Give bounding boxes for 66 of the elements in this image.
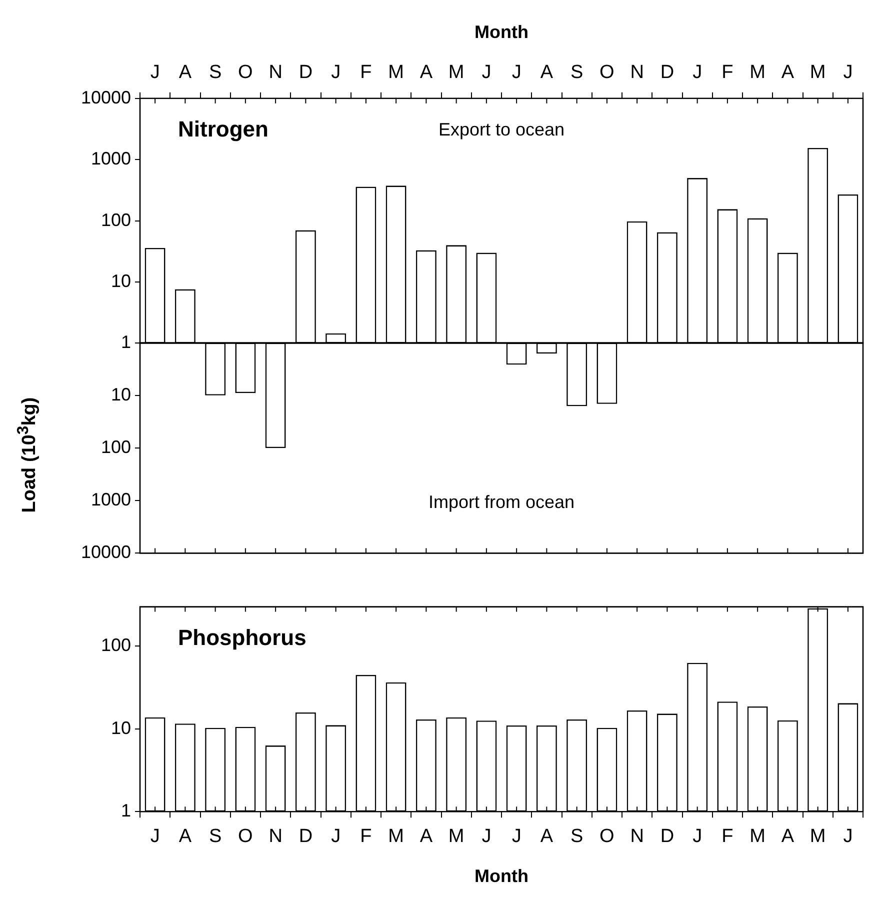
x-tick-label: D <box>660 826 674 848</box>
y-tick-label: 1 <box>120 800 131 821</box>
x-tick-label: J <box>150 62 160 84</box>
x-tick-label: J <box>843 62 853 84</box>
x-tick-label: J <box>482 826 492 848</box>
y-tick-label: 10 <box>110 384 131 405</box>
x-tick-label: M <box>810 62 826 84</box>
x-tick-label: J <box>331 826 341 848</box>
y-tick-label: 10000 <box>80 542 131 563</box>
text: Nitrogen <box>178 116 268 142</box>
x-tick-label: O <box>238 826 253 848</box>
x-tick-label: N <box>630 826 644 848</box>
y-tick-label: 10 <box>110 718 131 738</box>
x-tick-label: M <box>448 826 464 848</box>
y-tick-label: 10000 <box>80 87 131 108</box>
x-tick-label: J <box>331 62 341 84</box>
y-tick-label: 100 <box>100 437 131 458</box>
x-tick-label: J <box>150 826 160 848</box>
x-tick-label: F <box>722 826 734 848</box>
x-tick-label: S <box>570 62 584 84</box>
x-tick-label: A <box>540 826 554 848</box>
annotation: Import from ocean <box>428 492 575 513</box>
x-tick-label: J <box>482 62 492 84</box>
x-tick-label: D <box>298 62 313 84</box>
x-tick-label: J <box>512 826 522 848</box>
x-tick-label: D <box>660 62 674 84</box>
x-tick-label: M <box>388 62 404 84</box>
x-tick-label: N <box>268 826 282 848</box>
x-tick-label: J <box>512 62 522 84</box>
x-tick-label: F <box>360 826 372 848</box>
x-tick-label: S <box>570 826 584 848</box>
x-tick-label: M <box>448 62 464 84</box>
x-tick-label: F <box>722 62 734 84</box>
y-tick-label: 100 <box>100 210 131 230</box>
x-tick-label: O <box>600 62 614 84</box>
x-tick-label: J <box>692 62 702 84</box>
x-tick-label: A <box>178 62 192 84</box>
annotation: Export to ocean <box>438 119 565 140</box>
y-tick-label: 1000 <box>90 148 131 169</box>
x-tick-label: O <box>238 62 253 84</box>
x-axis-title: Month <box>474 22 528 42</box>
x-tick-label: M <box>750 826 766 848</box>
x-tick-label: N <box>268 62 282 84</box>
x-tick-label: A <box>420 62 433 84</box>
x-tick-label: J <box>843 826 853 848</box>
y-tick-label: 1 <box>120 332 131 352</box>
x-tick-label: A <box>420 826 433 848</box>
x-tick-label: A <box>781 826 794 848</box>
y-tick-label: 1000 <box>90 490 131 510</box>
x-tick-label: M <box>388 826 404 848</box>
x-tick-label: A <box>178 826 192 848</box>
x-tick-label: F <box>360 62 372 84</box>
x-tick-label: A <box>540 62 554 84</box>
y-tick-label: 100 <box>100 636 131 656</box>
text: Phosphorus <box>178 625 306 650</box>
x-tick-label: N <box>630 62 644 84</box>
x-tick-label: S <box>208 62 222 84</box>
x-tick-label: O <box>600 826 614 848</box>
x-tick-label: J <box>692 826 702 848</box>
x-axis-title: Month <box>474 866 528 887</box>
x-tick-label: A <box>781 62 794 84</box>
x-tick-label: D <box>298 826 313 848</box>
x-tick-label: M <box>810 826 826 848</box>
x-tick-label: S <box>208 826 222 848</box>
y-tick-label: 10 <box>110 270 131 291</box>
x-tick-label: M <box>750 62 766 84</box>
